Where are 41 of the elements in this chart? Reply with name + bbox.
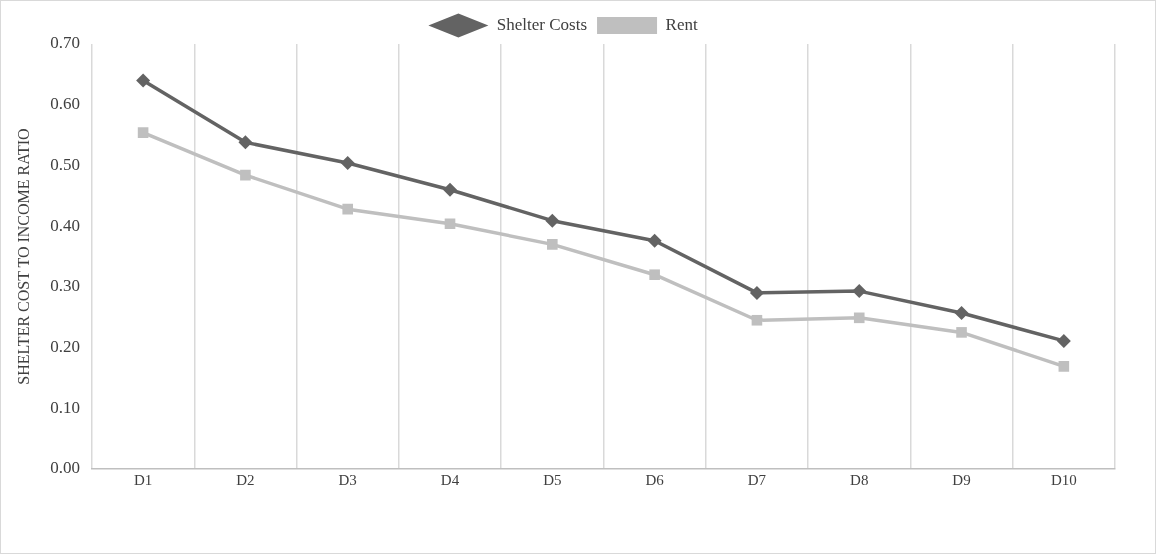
- x-tick-label: D6: [645, 471, 665, 488]
- y-tick-label: 0.20: [50, 337, 80, 357]
- point: [852, 284, 867, 299]
- point: [238, 135, 253, 150]
- x-tick-label: D2: [236, 471, 255, 488]
- x-tick-label: D10: [1050, 471, 1077, 488]
- y-tick-label: 0.60: [50, 94, 80, 114]
- y-tick-label: 0.10: [50, 397, 80, 417]
- legend-label: Rent: [665, 14, 698, 34]
- y-axis-title: SHELTER COST TO INCOME RATIO: [14, 128, 32, 385]
- point: [443, 182, 458, 197]
- y-tick-label: 0.50: [50, 154, 80, 174]
- point: [749, 285, 764, 300]
- x-tick-label: D8: [850, 471, 869, 488]
- point: [647, 233, 662, 248]
- x-tick-label: D3: [338, 471, 357, 488]
- point: [547, 239, 558, 250]
- point: [342, 203, 354, 215]
- point: [137, 127, 149, 138]
- point: [1056, 333, 1071, 348]
- point: [649, 269, 660, 281]
- y-tick-label: 0.40: [50, 215, 80, 235]
- y-tick-label: 0.70: [50, 33, 80, 53]
- legend-label: Shelter Costs: [496, 14, 588, 34]
- x-tick-label: D1: [133, 471, 153, 488]
- point: [954, 305, 969, 320]
- point: [545, 213, 560, 228]
- point: [444, 218, 456, 230]
- point: [956, 327, 967, 338]
- point: [136, 73, 151, 88]
- point: [751, 314, 763, 326]
- point: [853, 312, 865, 324]
- point: [340, 156, 355, 170]
- x-tick-label: D9: [952, 471, 971, 488]
- x-tick-label: D5: [543, 471, 562, 488]
- point: [240, 169, 251, 181]
- point: [1058, 361, 1070, 372]
- x-tick-label: D4: [440, 471, 460, 488]
- x-tick-label: D7: [747, 471, 767, 488]
- y-tick-label: 0.00: [50, 458, 80, 478]
- y-tick-label: 0.30: [50, 276, 80, 296]
